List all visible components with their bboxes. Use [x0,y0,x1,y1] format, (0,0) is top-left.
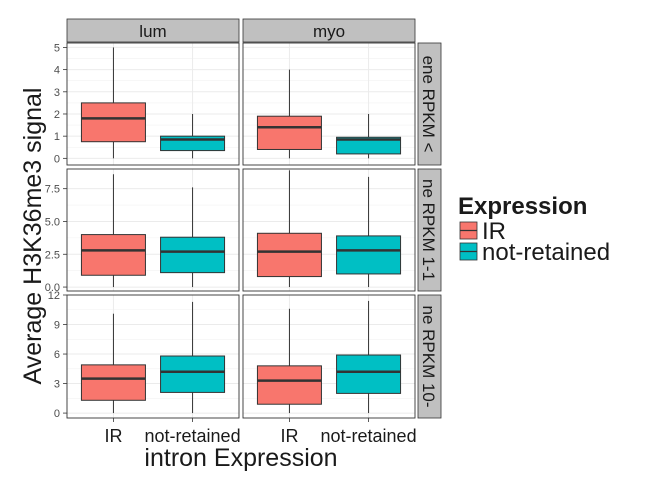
row-strip-1 [417,168,442,292]
y-tick-label-0-4: 4 [54,65,60,77]
facet-strip-lum [66,18,240,43]
box-body [256,232,322,278]
box-ene-RPKM--lum-IR [80,47,146,159]
panel-border-2-1 [242,294,416,419]
legend-label-IR: IR [482,218,506,245]
box-body [256,365,322,405]
row-strip-label-group-2: ne RPKM 10- [419,305,438,407]
legend-label-not-retained: not-retained [482,239,610,266]
box-body [336,354,402,394]
y-tick-label-2-4: 12 [48,290,60,302]
row-strip-label-2: ne RPKM 10- [419,305,438,407]
y-tick-label-2-3: 9 [54,320,60,332]
box-body [160,236,226,274]
x-tick-label-myo-IR: IR [280,426,298,446]
box-ne-RPKM-10--myo-IR [256,308,322,414]
y-tick-label-2-2: 6 [54,349,60,361]
y-tick-label-1-3: 7.5 [45,184,60,196]
box-ne-RPKM-1-1-lum-IR [80,174,146,288]
panel-border-1-1 [242,168,416,292]
y-tick-label-0-2: 2 [54,109,60,121]
y-tick-label-1-1: 2.5 [45,249,60,261]
box-ne-RPKM-10--lum-not-retained [160,301,226,414]
box-body [336,235,402,275]
row-strip-label-0: ene RPKM < [419,56,438,153]
legend-title: Expression [458,193,587,220]
x-tick-label-myo-not-retained: not-retained [321,426,417,446]
box-body [80,234,146,276]
y-tick-label-1-2: 5.0 [45,216,60,228]
box-body [80,102,146,143]
y-tick-label-0-1: 1 [54,131,60,143]
box-ne-RPKM-1-1-myo-IR [256,170,322,288]
box-body [336,136,402,155]
box-body [256,115,322,150]
panel-border-0-0 [66,42,240,166]
box-body [80,364,146,401]
row-strip-0 [417,42,442,166]
y-tick-label-0-3: 3 [54,87,60,99]
y-axis-title: Average H3K36me3 signal [19,88,47,385]
box-ne-RPKM-10--myo-not-retained [336,300,402,414]
box-ene-RPKM--myo-not-retained [336,113,402,159]
x-tick-label-lum-IR: IR [104,426,122,446]
y-tick-label-2-1: 3 [54,379,60,391]
facet-strip-label-myo: myo [313,22,345,41]
box-ene-RPKM--lum-not-retained [160,113,226,159]
box-ne-RPKM-10--lum-IR [80,313,146,414]
y-tick-label-0-5: 5 [54,42,60,54]
y-tick-label-2-0: 0 [54,408,60,420]
row-strip-2 [417,294,442,419]
panel-border-2-0 [66,294,240,419]
y-tick-label-0-0: 0 [54,153,60,165]
row-strip-label-group-1: ne RPKM 1-1 [419,179,438,281]
box-ne-RPKM-1-1-lum-not-retained [160,187,226,288]
facet-strip-label-lum: lum [139,22,166,41]
x-tick-label-lum-not-retained: not-retained [145,426,241,446]
x-axis-title: intron Expression [144,444,337,472]
box-ene-RPKM--myo-IR [256,69,322,159]
box-body [160,355,226,393]
y-tick-label-1-0: 0.0 [45,282,60,294]
row-strip-label-1: ne RPKM 1-1 [419,179,438,281]
panel-border-1-0 [66,168,240,292]
box-ne-RPKM-1-1-myo-not-retained [336,176,402,288]
row-strip-label-group-0: ene RPKM < [419,56,438,153]
facet-strip-myo [242,18,416,43]
panel-border-0-1 [242,42,416,166]
